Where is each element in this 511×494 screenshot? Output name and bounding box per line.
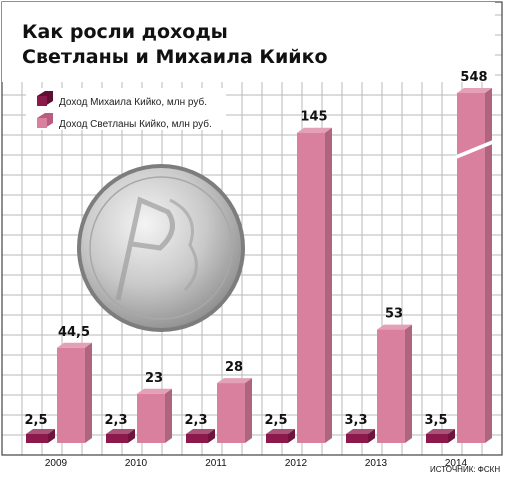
x-tick-label-2011: 2011 — [205, 458, 227, 469]
x-tick-label-2010: 2010 — [125, 458, 148, 469]
bar-svetlana-2014 — [455, 88, 494, 443]
bar-svetlana-2013-top — [377, 324, 412, 330]
bar-mikhail-2014-side — [448, 429, 455, 443]
bar-mikhail-2009 — [26, 429, 55, 443]
bar-mikhail-2013-side — [368, 429, 375, 443]
bar-mikhail-2014 — [426, 429, 455, 443]
bar-mikhail-2010-side — [128, 429, 135, 443]
x-tick-label-2012: 2012 — [285, 458, 308, 469]
bar-mikhail-2012 — [266, 429, 295, 443]
x-tick-label-2014: 2014 — [445, 458, 468, 469]
value-label-svetlana-2013: 53 — [385, 307, 403, 322]
value-label-svetlana-2011: 28 — [225, 360, 243, 375]
ruble-coin-icon — [77, 164, 245, 332]
bar-svetlana-2013 — [377, 324, 412, 443]
value-label-svetlana-2010: 23 — [145, 371, 163, 386]
value-label-svetlana-2009: 44,5 — [58, 325, 90, 340]
bar-svetlana-2014-side — [485, 88, 492, 443]
bar-mikhail-2013-top — [346, 429, 375, 434]
bar-svetlana-2011-top — [217, 378, 252, 384]
value-label-mikhail-2013: 3,3 — [344, 413, 367, 428]
bar-svetlana-2011-front — [217, 383, 245, 443]
bar-svetlana-2012-top — [297, 127, 332, 133]
axis-break-mark — [455, 139, 494, 160]
legend-label-mikhail: Доход Михаила Кийко, млн руб. — [59, 96, 207, 108]
bar-svetlana-2009-top — [57, 342, 92, 348]
bar-mikhail-2012-top — [266, 429, 295, 434]
bar-svetlana-2011-side — [245, 378, 252, 443]
legend-swatch-svetlana — [37, 113, 53, 128]
bar-mikhail-2012-front — [266, 434, 288, 443]
bar-svetlana-2009-front — [57, 347, 85, 443]
value-label-svetlana-2014: 548 — [460, 70, 487, 85]
bar-mikhail-2010 — [106, 429, 135, 443]
bar-svetlana-2010 — [137, 388, 172, 443]
bar-svetlana-2012-side — [325, 127, 332, 443]
bar-mikhail-2014-front — [426, 434, 448, 443]
x-tick-label-2009: 2009 — [45, 458, 68, 469]
value-label-mikhail-2012: 2,5 — [264, 413, 287, 428]
source-note: ИСТОЧНИК: ФСКН — [430, 465, 500, 474]
bar-mikhail-2010-front — [106, 434, 128, 443]
bar-mikhail-2013-front — [346, 434, 368, 443]
bar-svetlana-2012 — [297, 127, 332, 443]
legend-box — [26, 88, 226, 130]
bar-svetlana-2010-front — [137, 393, 165, 443]
bar-mikhail-2012-side — [288, 429, 295, 443]
bar-mikhail-2009-front — [26, 434, 48, 443]
bar-svetlana-2010-top — [137, 388, 172, 394]
chart-title-line-1: Как росли доходы — [22, 21, 228, 43]
bar-mikhail-2011-front — [186, 434, 208, 443]
bar-svetlana-2014-top — [457, 88, 492, 93]
bar-svetlana-2013-side — [405, 324, 412, 443]
bar-svetlana-2009 — [57, 342, 92, 443]
value-label-mikhail-2014: 3,5 — [424, 413, 447, 428]
bars-group: 2,5 44,5 2,3 23 2,3 28 2,5 145 3,3 53 3,5 548 — [24, 70, 494, 443]
value-label-mikhail-2011: 2,3 — [184, 413, 207, 428]
bar-mikhail-2010-top — [106, 429, 135, 434]
value-label-mikhail-2009: 2,5 — [24, 413, 47, 428]
bar-mikhail-2009-top — [26, 429, 55, 434]
bar-mikhail-2013 — [346, 429, 375, 443]
bar-svetlana-2010-side — [165, 388, 172, 443]
legend-label-svetlana: Доход Светланы Кийко, млн руб. — [59, 118, 212, 130]
bar-svetlana-2011 — [217, 378, 252, 443]
bar-svetlana-2012-front — [297, 132, 325, 443]
title-panel — [2, 2, 495, 82]
bar-mikhail-2011-top — [186, 429, 215, 434]
x-tick-label-2013: 2013 — [365, 458, 388, 469]
bar-mikhail-2014-top — [426, 429, 455, 434]
legend: Доход Михаила Кийко, млн руб. Доход Свет… — [26, 88, 226, 130]
legend-swatch-mikhail — [37, 91, 53, 106]
bar-mikhail-2011-side — [208, 429, 215, 443]
value-label-mikhail-2010: 2,3 — [104, 413, 127, 428]
chart-title-line-2: Светланы и Михаила Кийко — [22, 46, 328, 68]
bar-mikhail-2011 — [186, 429, 215, 443]
value-label-svetlana-2012: 145 — [300, 110, 327, 125]
bar-svetlana-2013-front — [377, 329, 405, 443]
bar-svetlana-2009-side — [85, 342, 92, 443]
bar-mikhail-2009-side — [48, 429, 55, 443]
